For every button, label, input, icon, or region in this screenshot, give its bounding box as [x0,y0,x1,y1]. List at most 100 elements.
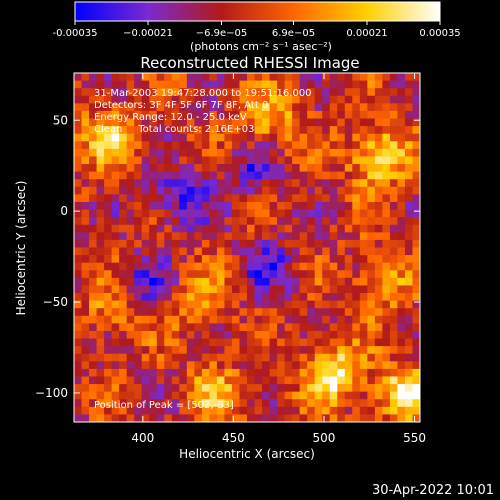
heatmap-cell [186,346,195,355]
heatmap-cell [231,186,241,195]
heatmap-cell [329,239,338,249]
heatmap-cell [352,141,361,150]
heatmap-cell [329,293,338,302]
heatmap-cell [352,201,361,211]
heatmap-cell [382,88,391,97]
heatmap-cell [247,164,256,173]
heatmap-cell [247,399,256,408]
heatmap-cell [247,239,256,249]
heatmap-cell [322,239,331,249]
heatmap-cell [224,164,233,173]
heatmap-cell [104,391,113,400]
heatmap-cell [299,95,308,104]
heatmap-cell [284,133,293,142]
heatmap-cell [89,368,98,378]
heatmap-cell [104,315,113,324]
heatmap-cell [382,239,391,249]
heatmap-cell [299,384,308,393]
heatmap-cell [344,247,353,256]
heatmap-cell [179,73,188,82]
heatmap-cell [209,95,218,104]
heatmap-cell [254,353,263,362]
heatmap-cell [156,330,165,340]
heatmap-cell [359,201,368,211]
heatmap-cell [404,308,414,317]
heatmap-cell [141,391,150,400]
heatmap-cell [179,323,188,332]
heatmap-cell [397,300,406,309]
heatmap-cell [119,376,128,385]
heatmap-cell [186,368,195,378]
heatmap-cell [74,346,83,355]
heatmap-cell [141,73,150,82]
heatmap-cell [344,323,353,332]
heatmap-cell [337,201,346,211]
heatmap-cell [141,118,150,127]
heatmap-cell [337,368,346,378]
heatmap-cell [126,88,135,97]
heatmap-cell [359,323,368,332]
heatmap-cell [194,126,203,135]
heatmap-cell [179,118,188,127]
heatmap-cell [171,201,180,211]
heatmap-cell [389,346,399,355]
heatmap-cell [337,247,346,256]
heatmap-cell [179,209,188,218]
heatmap-cell [352,171,361,180]
heatmap-cell [171,156,180,165]
heatmap-cell [367,346,376,355]
heatmap-cell [262,270,271,279]
heatmap-cell [322,148,331,158]
heatmap-cell [314,323,323,332]
heatmap-cell [307,293,316,302]
heatmap-cell [374,126,383,135]
heatmap-cell [126,217,135,226]
heatmap-cell [96,270,105,279]
heatmap-cell [141,239,150,249]
heatmap-cell [329,414,338,422]
heatmap-cell [412,368,420,378]
heatmap-cell [277,224,286,233]
heatmap-cell [179,103,188,112]
heatmap-cell [119,285,128,294]
heatmap-cell [337,209,346,218]
heatmap-cell [344,277,353,287]
heatmap-cell [209,255,218,264]
heatmap-cell [412,103,420,112]
heatmap-cell [216,262,226,271]
heatmap-cell [201,224,210,233]
heatmap-cell [389,118,399,127]
heatmap-cell [149,376,158,385]
heatmap-cell [74,277,83,287]
heatmap-cell [397,323,406,332]
heatmap-cell [96,406,105,416]
heatmap-cell [299,209,308,218]
heatmap-cell [171,270,180,279]
heatmap-cell [382,368,391,378]
heatmap-cell [231,384,241,393]
heatmap-cell [201,270,210,279]
heatmap-cell [164,285,173,294]
heatmap-cell [134,247,143,256]
heatmap-cell [96,118,105,127]
heatmap-cell [96,330,105,340]
heatmap-cell [171,300,180,309]
heatmap-cell [277,262,286,271]
heatmap-cell [194,201,203,211]
heatmap-cell [367,148,376,158]
heatmap-cell [149,247,158,256]
heatmap-cell [119,239,128,249]
heatmap-cell [397,414,406,422]
heatmap-cell [284,232,293,241]
heatmap-cell [179,239,188,249]
heatmap-cell [269,201,278,211]
colorbar-tick-label: 6.9e−05 [272,28,315,39]
heatmap-cell [322,95,331,104]
heatmap-cell [231,300,241,309]
heatmap-cell [367,399,376,408]
heatmap-cell [164,126,173,135]
heatmap-cell [247,186,256,195]
heatmap-cell [352,376,361,385]
heatmap-cell [126,247,135,256]
heatmap-cell [412,376,420,385]
